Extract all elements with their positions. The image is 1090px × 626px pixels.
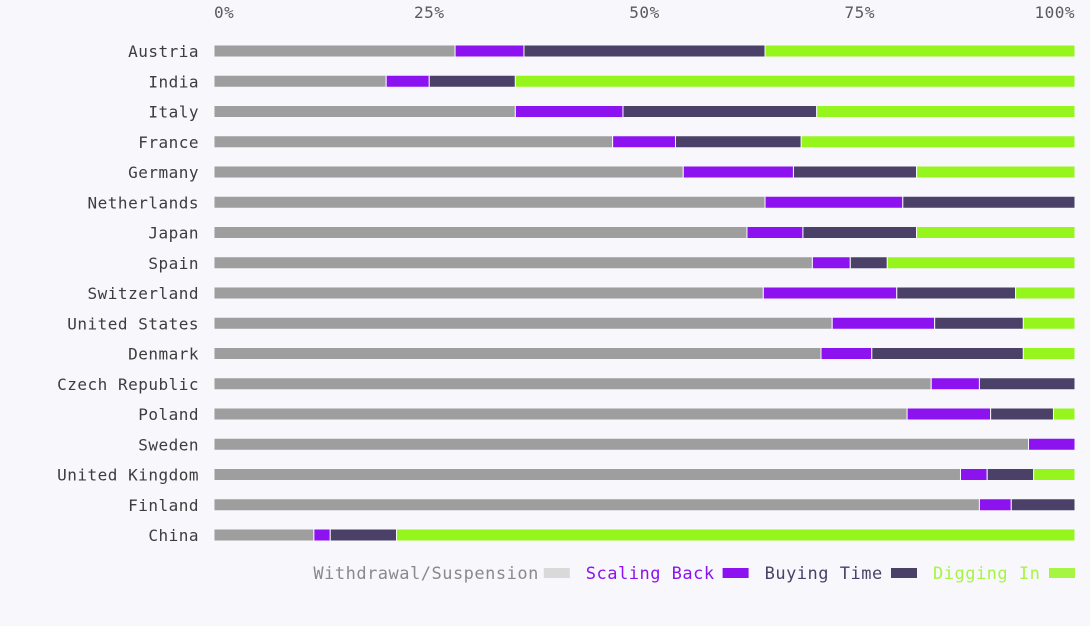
legend-swatch [891, 568, 917, 578]
bar-segment [213, 105, 516, 118]
x-tick-label: 0% [214, 3, 234, 22]
bar-segment [514, 105, 624, 118]
category-label: Czech Republic [57, 375, 199, 394]
bar-segment [800, 135, 1076, 149]
bar-segment [213, 195, 766, 209]
bar-segment [213, 498, 980, 512]
category-label: Finland [128, 496, 199, 515]
x-tick-label: 100% [1034, 3, 1075, 22]
bar-segment [820, 347, 873, 360]
bar-segment [934, 316, 1024, 330]
bar-segment [213, 468, 961, 481]
bar-segment [816, 105, 1076, 118]
bar-segment [1022, 316, 1076, 330]
category-label: Sweden [138, 435, 199, 454]
category-label: Netherlands [88, 193, 199, 212]
bar-segment [329, 528, 398, 542]
bar-segment [990, 407, 1054, 421]
legend-label: Buying Time [765, 564, 883, 584]
bar-segment [213, 347, 822, 360]
category-label: Spain [148, 254, 199, 273]
bar-segment [612, 135, 676, 149]
bar-segment [454, 44, 525, 58]
bar-segment [213, 226, 748, 239]
legend-label: Scaling Back [586, 564, 715, 584]
x-tick-label: 25% [414, 3, 444, 22]
legend-label: Digging In [933, 564, 1040, 584]
legend-swatch [543, 568, 570, 578]
category-label: China [148, 526, 199, 545]
bar-segment [313, 528, 331, 542]
bar-segment [764, 195, 904, 209]
category-label: France [138, 133, 199, 152]
category-label: Germany [128, 163, 199, 182]
bar-segment [902, 195, 1076, 209]
bar-segment [213, 407, 908, 421]
bar-segment [792, 165, 918, 179]
bar-segment [674, 135, 802, 149]
category-label: United Kingdom [57, 466, 199, 485]
category-label: Japan [148, 224, 199, 243]
bar-segment [831, 316, 936, 330]
bar-segment [1010, 498, 1076, 512]
category-label: Italy [148, 103, 199, 122]
bar-segment [978, 377, 1076, 391]
category-label: Switzerland [88, 284, 199, 303]
bar-segment [1022, 347, 1076, 360]
bar-segment [213, 437, 1030, 451]
bar-segment [396, 528, 1076, 542]
bar-segment [762, 286, 898, 300]
bar-segment [1028, 437, 1076, 451]
category-label: Poland [138, 405, 199, 424]
bar-segment [523, 44, 766, 58]
bar-segment [959, 468, 988, 481]
bar-segment [1015, 286, 1076, 300]
bar-segment [213, 528, 315, 542]
bar-segment [622, 105, 818, 118]
bar-segment [213, 377, 932, 391]
category-label: United States [67, 314, 199, 333]
legend-swatch [1049, 568, 1075, 578]
legend-swatch [722, 568, 749, 578]
bar-segment [746, 226, 804, 239]
category-label: India [148, 72, 199, 91]
bar-segment [514, 74, 1076, 88]
bar-segment [1052, 407, 1076, 421]
bar-segment [896, 286, 1017, 300]
bar-segment [849, 256, 888, 270]
bar-segment [764, 44, 1076, 58]
bar-segment [213, 135, 614, 149]
bar-segment [213, 44, 456, 58]
bar-segment [978, 498, 1012, 512]
bar-segment [1033, 468, 1076, 481]
bar-segment [871, 347, 1024, 360]
bar-segment [213, 74, 387, 88]
x-tick-label: 75% [845, 3, 875, 22]
bar-segment [906, 407, 992, 421]
bar-segment [811, 256, 851, 270]
bar-segment [428, 74, 516, 88]
bar-segment [986, 468, 1035, 481]
bar-segment [930, 377, 980, 391]
bar-segment [802, 226, 918, 239]
bar-segment [916, 226, 1076, 239]
bar-segment [886, 256, 1076, 270]
category-label: Austria [128, 42, 199, 61]
bar-segment [213, 286, 764, 300]
bar-segment [682, 165, 794, 179]
category-label: Denmark [128, 345, 199, 364]
x-tick-label: 50% [629, 3, 659, 22]
bar-segment [213, 316, 833, 330]
bar-segment [385, 74, 430, 88]
bar-segment [213, 256, 813, 270]
bar-segment [916, 165, 1076, 179]
bar-segment [213, 165, 684, 179]
legend-label: Withdrawal/Suspension [313, 564, 538, 584]
